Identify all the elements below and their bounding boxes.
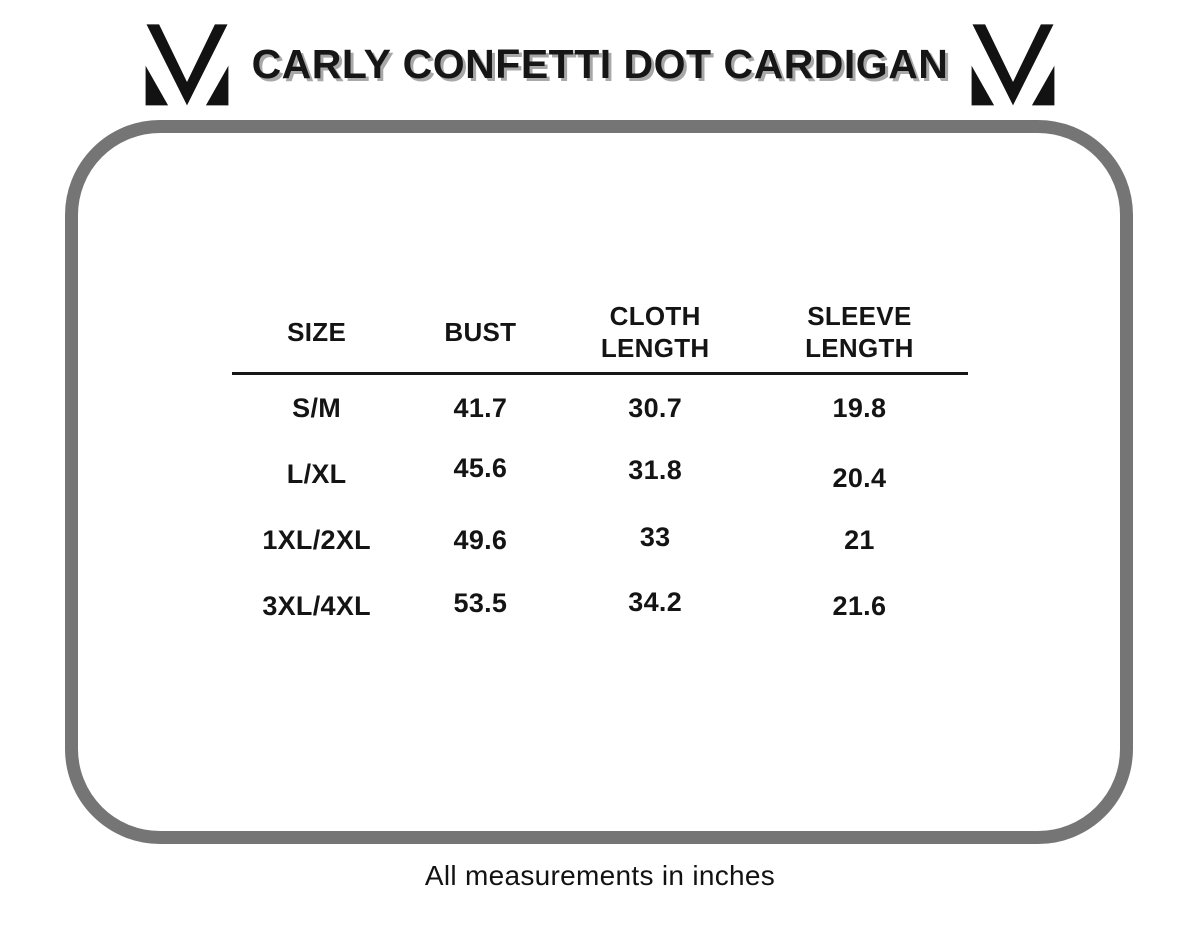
cell-sleeve-length: 21 — [844, 524, 875, 555]
brand-mark-icon — [968, 22, 1058, 106]
measurement-note: All measurements in inches — [424, 860, 776, 891]
table-row: S/M 41.7 30.7 19.8 — [232, 375, 968, 441]
cell-size: 3XL/4XL — [262, 590, 371, 621]
column-header-cloth-length: CLOTH LENGTH — [600, 300, 710, 364]
table-row: 1XL/2XL 49.6 33 21 — [232, 507, 968, 573]
cell-cloth-length: 31.8 — [628, 454, 683, 485]
size-table: SIZE BUST CLOTH LENGTH SLEEVE LENGTH S/M… — [232, 298, 968, 639]
table-row: 3XL/4XL 53.5 34.2 21.6 — [232, 573, 968, 639]
cell-bust: 45.6 — [453, 452, 508, 483]
cell-bust: 49.6 — [453, 524, 508, 555]
table-header-row: SIZE BUST CLOTH LENGTH SLEEVE LENGTH — [232, 298, 968, 375]
brand-header: CARLY CONFETTI DOT CARDIGAN — [0, 16, 1200, 112]
cell-bust: 41.7 — [453, 392, 508, 423]
brand-mark-icon — [142, 22, 232, 106]
cell-size: S/M — [292, 392, 342, 423]
cell-sleeve-length: 19.8 — [832, 392, 887, 423]
rounded-frame — [65, 120, 1133, 844]
table-row: L/XL 45.6 31.8 20.4 — [232, 441, 968, 507]
column-header-size: SIZE — [287, 316, 347, 347]
cell-cloth-length: 34.2 — [628, 586, 683, 617]
column-header-bust: BUST — [444, 316, 517, 347]
column-header-sleeve-length: SLEEVE LENGTH — [805, 300, 914, 364]
page-title: CARLY CONFETTI DOT CARDIGAN — [251, 40, 949, 87]
cell-size: L/XL — [286, 458, 347, 489]
cell-sleeve-length: 21.6 — [832, 590, 887, 621]
cell-sleeve-length: 20.4 — [832, 462, 887, 493]
table-body: S/M 41.7 30.7 19.8 L/XL 45.6 31.8 20.4 1… — [232, 375, 968, 639]
cell-size: 1XL/2XL — [262, 524, 371, 555]
cell-cloth-length: 30.7 — [628, 392, 683, 423]
cell-cloth-length: 33 — [639, 521, 671, 552]
cell-bust: 53.5 — [453, 587, 508, 618]
